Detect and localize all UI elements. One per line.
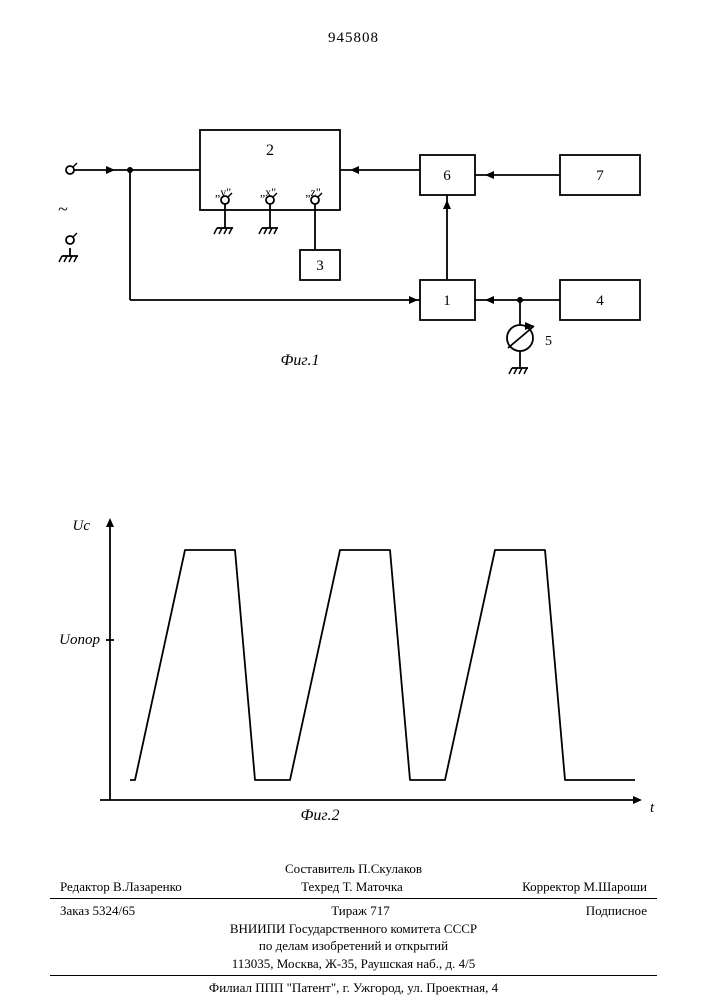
figure-1-diagram: ~2 „y" „x" „z" 3 6 7 1 4 5 Фиг.1 xyxy=(0,100,707,380)
footer-tirage: Тираж 717 xyxy=(331,902,390,920)
svg-text:Uс: Uс xyxy=(73,518,91,534)
svg-text:2: 2 xyxy=(266,142,274,159)
svg-text:Фиг.1: Фиг.1 xyxy=(281,352,320,369)
svg-text:5: 5 xyxy=(545,334,552,349)
footer-org-1: ВНИИПИ Государственного комитета СССР xyxy=(0,920,707,938)
svg-text:7: 7 xyxy=(596,168,604,184)
footer-editor: Редактор В.Лазаренко xyxy=(60,878,182,896)
svg-text:3: 3 xyxy=(316,258,324,274)
footer-subscription: Подписное xyxy=(586,902,647,920)
footer-block: Составитель П.Скулаков Редактор В.Лазаре… xyxy=(0,860,707,997)
svg-text:Uопор: Uопор xyxy=(59,632,100,648)
footer-credits-row: Редактор В.Лазаренко Техред Т. Маточка К… xyxy=(0,878,707,896)
footer-org-2: по делам изобретений и открытий xyxy=(0,937,707,955)
footer-corrector: Корректор М.Шароши xyxy=(522,878,647,896)
footer-order: Заказ 5324/65 xyxy=(60,902,135,920)
svg-text:6: 6 xyxy=(443,168,451,184)
svg-text:„x": „x" xyxy=(260,185,276,199)
svg-text:t: t xyxy=(650,800,655,816)
svg-text:~: ~ xyxy=(58,199,68,219)
footer-address: 113035, Москва, Ж-35, Раушская наб., д. … xyxy=(0,955,707,973)
svg-text:4: 4 xyxy=(596,293,604,309)
svg-text:Фиг.2: Фиг.2 xyxy=(301,807,340,820)
footer-branch: Филиал ППП "Патент", г. Ужгород, ул. Про… xyxy=(0,979,707,997)
figure-2-chart: Uс Uопор t Фиг.2 xyxy=(0,420,707,820)
footer-order-row: Заказ 5324/65 Тираж 717 Подписное xyxy=(0,902,707,920)
doc-number: 945808 xyxy=(0,30,707,47)
svg-text:„y": „y" xyxy=(215,185,231,199)
footer-rule-2 xyxy=(50,975,657,976)
svg-text:1: 1 xyxy=(443,293,451,309)
footer-rule-1 xyxy=(50,898,657,899)
footer-composer: Составитель П.Скулаков xyxy=(0,860,707,878)
footer-techred: Техред Т. Маточка xyxy=(301,878,403,896)
svg-text:„z": „z" xyxy=(305,185,321,199)
